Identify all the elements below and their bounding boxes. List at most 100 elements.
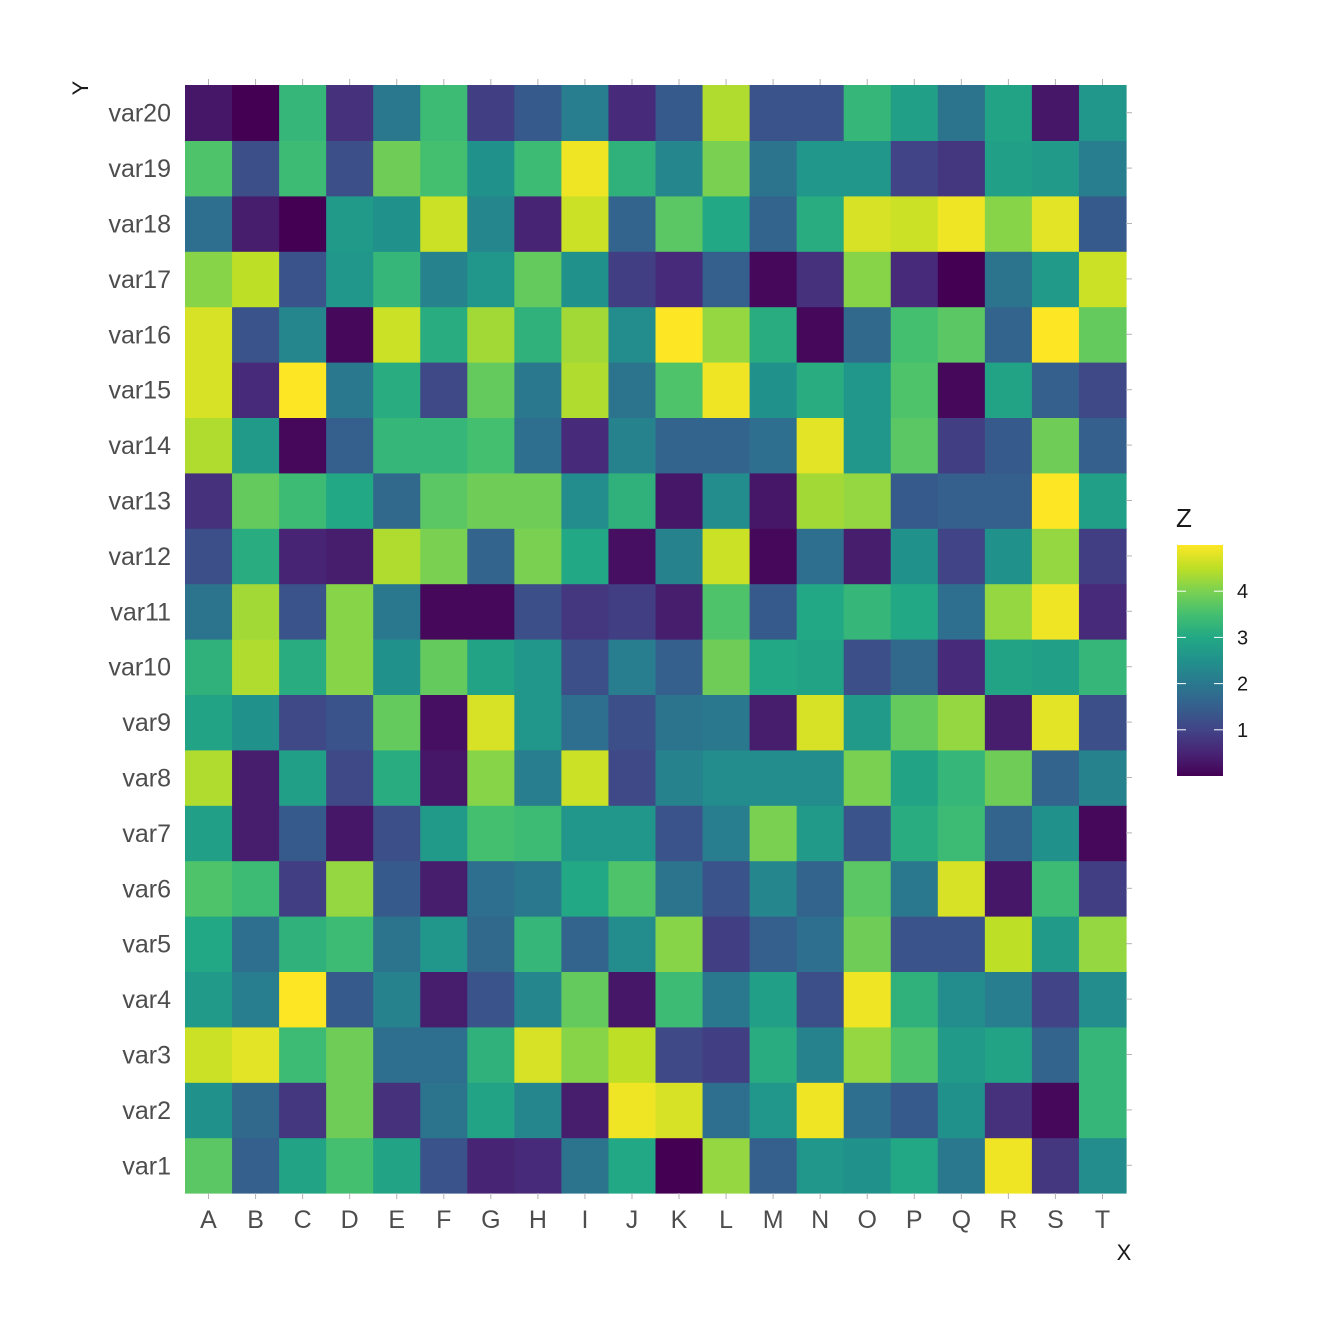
heatmap-cell-H-var16	[514, 306, 562, 363]
heatmap-cell-D-var20	[326, 85, 374, 141]
heatmap-cell-B-var16	[232, 306, 280, 363]
heatmap-cell-P-var16	[890, 306, 939, 363]
heatmap-cell-D-var13	[326, 472, 374, 529]
heatmap-cell-Q-var2	[937, 1082, 986, 1139]
heatmap-cell-T-var3	[1078, 1026, 1127, 1083]
heatmap-cell-G-var17	[467, 251, 515, 308]
heatmap-cell-C-var8	[279, 749, 327, 806]
heatmap-cell-M-var12	[749, 528, 798, 585]
heatmap-cell-E-var4	[373, 971, 421, 1028]
heatmap-cell-N-var9	[796, 694, 845, 751]
heatmap-cell-C-var9	[279, 694, 327, 751]
heatmap-cell-G-var13	[467, 472, 515, 529]
heatmap-cell-G-var10	[467, 639, 515, 695]
heatmap-cell-J-var3	[608, 1026, 657, 1083]
heatmap-cell-O-var3	[843, 1026, 892, 1083]
heatmap-cell-C-var15	[279, 362, 327, 418]
x-tick-label: E	[388, 1206, 405, 1234]
heatmap-cell-S-var5	[1031, 916, 1080, 972]
heatmap-cell-E-var9	[373, 694, 421, 751]
heatmap-cell-B-var13	[232, 472, 280, 529]
heatmap-cell-I-var11	[561, 583, 610, 640]
heatmap-cell-R-var11	[984, 583, 1033, 640]
heatmap-cell-A-var18	[185, 195, 233, 252]
legend-tick-label: 4	[1237, 581, 1248, 603]
heatmap-cell-Q-var4	[937, 971, 986, 1028]
heatmap-cell-M-var20	[749, 85, 798, 141]
heatmap-cell-N-var15	[796, 362, 845, 418]
heatmap-cell-O-var4	[843, 971, 892, 1028]
heatmap-cell-J-var7	[608, 805, 657, 862]
heatmap-cell-L-var4	[702, 971, 751, 1028]
heatmap-cell-J-var16	[608, 306, 657, 363]
heatmap-cell-N-var13	[796, 472, 845, 529]
heatmap-cell-H-var5	[514, 916, 562, 972]
heatmap-cell-L-var6	[702, 860, 751, 917]
heatmap-cell-Q-var6	[937, 860, 986, 917]
heatmap-cell-M-var10	[749, 639, 798, 695]
heatmap-cell-H-var7	[514, 805, 562, 862]
x-tick-label: D	[341, 1206, 359, 1234]
heatmap-cell-N-var14	[796, 417, 845, 474]
heatmap-cell-J-var12	[608, 528, 657, 585]
heatmap-cell-L-var1	[702, 1137, 751, 1194]
heatmap-cell-Q-var18	[937, 195, 986, 252]
heatmap-cell-C-var4	[279, 971, 327, 1028]
heatmap-cell-R-var4	[984, 971, 1033, 1028]
heatmap-cell-N-var12	[796, 528, 845, 585]
heatmap-cell-M-var13	[749, 472, 798, 529]
heatmap-cell-I-var8	[561, 749, 610, 806]
heatmap-cell-F-var16	[420, 306, 468, 363]
heatmap-cell-H-var18	[514, 195, 562, 252]
heatmap-cell-S-var6	[1031, 860, 1080, 917]
heatmap-cell-E-var12	[373, 528, 421, 585]
heatmap-cell-G-var14	[467, 417, 515, 474]
heatmap-cell-F-var8	[420, 749, 468, 806]
heatmap-cell-K-var10	[655, 639, 704, 695]
heatmap-cell-M-var4	[749, 971, 798, 1028]
heatmap-cell-K-var4	[655, 971, 704, 1028]
heatmap-cell-S-var17	[1031, 251, 1080, 308]
heatmap-cell-F-var3	[420, 1026, 468, 1083]
heatmap-cell-J-var6	[608, 860, 657, 917]
heatmap-cell-E-var18	[373, 195, 421, 252]
heatmap-cell-M-var8	[749, 749, 798, 806]
heatmap-cell-E-var7	[373, 805, 421, 862]
heatmap-cell-O-var7	[843, 805, 892, 862]
heatmap-cell-N-var3	[796, 1026, 845, 1083]
heatmap-cell-J-var20	[608, 85, 657, 141]
heatmap-cell-H-var3	[514, 1026, 562, 1083]
heatmap-cell-L-var2	[702, 1082, 751, 1139]
heatmap-cell-P-var11	[890, 583, 939, 640]
heatmap-cell-K-var11	[655, 583, 704, 640]
heatmap-cell-O-var8	[843, 749, 892, 806]
heatmap-cell-N-var8	[796, 749, 845, 806]
heatmap-cell-T-var20	[1078, 85, 1127, 141]
heatmap-cell-S-var20	[1031, 85, 1080, 141]
x-tick-label: S	[1047, 1206, 1064, 1234]
heatmap-cell-K-var7	[655, 805, 704, 862]
heatmap-cell-I-var17	[561, 251, 610, 308]
heatmap-cell-M-var11	[749, 583, 798, 640]
x-tick-label: Q	[952, 1206, 971, 1234]
heatmap-cell-T-var5	[1078, 916, 1127, 972]
y-tick-label: var17	[108, 266, 171, 294]
heatmap-cell-M-var2	[749, 1082, 798, 1139]
heatmap-cell-T-var14	[1078, 417, 1127, 474]
heatmap-cell-A-var13	[185, 472, 233, 529]
y-tick-label: var7	[122, 820, 171, 848]
heatmap-cell-Q-var5	[937, 916, 986, 972]
heatmap-cell-O-var12	[843, 528, 892, 585]
heatmap-cell-Q-var20	[937, 85, 986, 141]
heatmap-cell-R-var3	[984, 1026, 1033, 1083]
heatmap-cell-J-var13	[608, 472, 657, 529]
heatmap-cell-D-var1	[326, 1137, 374, 1194]
heatmap-cell-E-var13	[373, 472, 421, 529]
heatmap-cell-F-var2	[420, 1082, 468, 1139]
heatmap-cell-D-var15	[326, 362, 374, 418]
heatmap-cell-R-var15	[984, 362, 1033, 418]
heatmap-cell-A-var11	[185, 583, 233, 640]
heatmap-cell-R-var19	[984, 140, 1033, 197]
